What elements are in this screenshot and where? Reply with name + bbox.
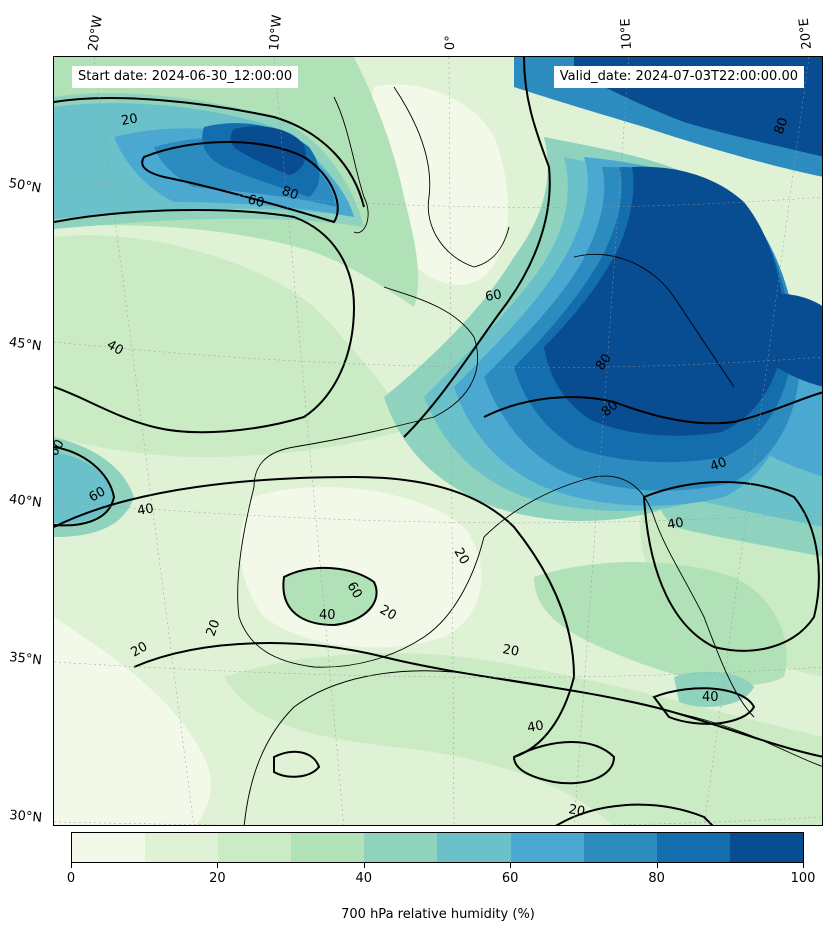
lat-label-35n: 35°N (8, 650, 43, 669)
contour-label: 20 (451, 546, 472, 568)
colorbar-title: 700 hPa relative humidity (%) (341, 907, 535, 922)
gridline-10e (573, 57, 630, 825)
colorbar-segment (656, 833, 730, 862)
contour-label: 60 (484, 287, 503, 305)
contour-label: 40 (104, 337, 126, 358)
humidity-zone-90-100-atlantic (230, 126, 306, 175)
humidity-zone-90-100-central (544, 166, 785, 436)
colorbar-tick (363, 863, 365, 868)
gridline-35n (54, 661, 822, 678)
contour-line-40-east (652, 687, 756, 725)
lon-label-20w: 20°W (86, 14, 106, 53)
contour-label: 80 (280, 184, 301, 204)
colorbar-segment (583, 833, 657, 862)
contour-line-20-north (54, 96, 365, 208)
colorbar-tick-label: 80 (648, 871, 665, 886)
lat-label-50n: 50°N (7, 176, 43, 197)
humidity-zone-20-30-south (224, 653, 822, 825)
contour-label: 60 (87, 484, 109, 505)
colorbar-segment (437, 833, 511, 862)
valid-date-label: Valid_date: 2024-07-03T22:00:00.00 (553, 66, 804, 88)
contour-line-40-north-africa (273, 750, 321, 778)
colorbar-tick (71, 863, 72, 868)
contour-label: 20 (129, 639, 151, 660)
humidity-zone-20-30-atlantic (54, 235, 414, 457)
contour-label: 80 (772, 116, 792, 137)
lat-label-40n: 40°N (8, 492, 43, 511)
coastline-baltic (573, 253, 735, 388)
humidity-map: 20 60 80 60 40 60 80 80 80 60 40 40 20 6… (53, 56, 823, 826)
humidity-map-svg: 20 60 80 60 40 60 80 80 80 60 40 40 20 6… (54, 57, 822, 825)
colorbar (71, 832, 804, 863)
contour-label: 20 (204, 618, 224, 639)
colorbar-segment (291, 833, 365, 862)
contour-label: 20 (567, 802, 586, 820)
gridline-40n (54, 501, 822, 524)
lat-label-45n: 45°N (7, 335, 43, 355)
colorbar-segment (510, 833, 584, 862)
colorbar-tick-label: 0 (66, 871, 76, 886)
coastline-italy-med (483, 475, 755, 718)
humidity-zone-30-40-med-east (534, 562, 787, 686)
contour-label: 20 (501, 642, 520, 660)
contour-label: 40 (702, 690, 719, 705)
contour-label: 20 (120, 111, 139, 129)
colorbar-segment (364, 833, 438, 862)
contour-line-60-iberia (282, 566, 378, 627)
contour-label: 40 (666, 515, 685, 533)
contour-label: 60 (246, 192, 266, 211)
colorbar-tick-label: 40 (355, 871, 373, 886)
coastline-france-biscay (253, 286, 478, 488)
contour-line-20-south (133, 642, 822, 758)
gridline-0 (448, 57, 455, 825)
contour-label: 40 (319, 608, 336, 623)
contour-line-80-atlantic (141, 141, 339, 224)
coastline-north-africa (243, 670, 822, 825)
contour-label: 40 (708, 455, 729, 475)
lon-label-10e: 10°E (618, 17, 635, 50)
contour-line-40-atlantic (54, 209, 356, 434)
colorbar-tick-label: 60 (501, 871, 519, 886)
contour-line-60-central (403, 57, 551, 438)
colorbar-tick (510, 863, 512, 868)
contour-label: 20 (377, 602, 399, 623)
coastlines (237, 86, 822, 825)
colorbar-tick-label: 20 (209, 871, 226, 886)
lon-label-0: 0° (443, 35, 459, 51)
gridline-45n (54, 341, 822, 368)
contour-line-40-balkans (642, 481, 820, 652)
humidity-zone-90-100-east (752, 293, 822, 387)
gridlines (54, 57, 822, 825)
contour-line-60-west (54, 446, 116, 527)
colorbar-segment (145, 833, 219, 862)
contour-line-20-sahara (555, 803, 714, 825)
gridline-10w (273, 57, 345, 825)
coastline-ireland (333, 96, 369, 234)
humidity-zone-0-10-sw (54, 617, 211, 825)
contour-line-80-med (483, 391, 822, 425)
coastline-iberia (237, 486, 485, 668)
colorbar-tick (656, 863, 658, 868)
colorbar-tick (217, 863, 219, 868)
contour-label: 40 (136, 501, 155, 519)
contour-label: 60 (344, 580, 365, 602)
lat-label-30n: 30°N (8, 808, 43, 826)
gridline-30n (54, 816, 822, 825)
contour-label: 40 (526, 718, 545, 736)
colorbar-segment (218, 833, 292, 862)
colorbar-tick-label: 100 (790, 871, 816, 886)
lon-label-20e: 20°E (796, 17, 815, 51)
colorbar-segment (72, 833, 146, 862)
colorbar-segment (729, 833, 803, 862)
contour-label-group: 20 60 80 60 40 60 80 80 80 60 40 40 20 6… (54, 111, 791, 820)
lon-label-10w: 10°W (267, 14, 286, 52)
humidity-zone-30-40-iberia (283, 567, 377, 625)
colorbar-tick (803, 863, 804, 868)
start-date-label: Start date: 2024-06-30_12:00:00 (72, 66, 299, 88)
coastline-uk (393, 86, 510, 268)
gridline-50n (54, 176, 822, 208)
contour-line-40-libya (512, 741, 616, 785)
contour-lines (54, 57, 822, 825)
